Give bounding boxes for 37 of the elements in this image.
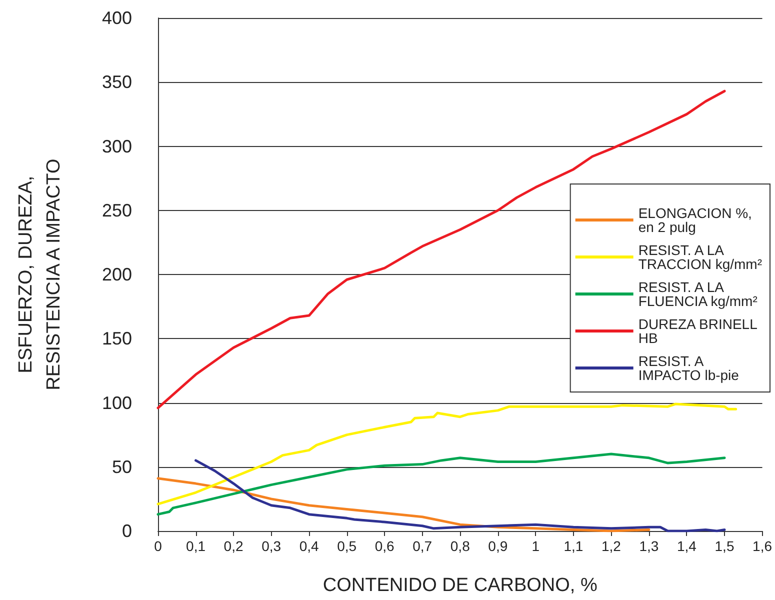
line-series: [156, 402, 738, 506]
legend-label: RESIST. A LA TRACCION kg/mm²: [638, 242, 762, 272]
y-tick-label: 100: [102, 392, 132, 413]
line-series: [194, 459, 726, 532]
x-tick-label: 1,2: [601, 538, 622, 554]
y-tick-label: 200: [102, 264, 132, 284]
x-tick-label: 1,1: [564, 538, 584, 554]
y-tick-label: 400: [102, 8, 132, 28]
x-tick-label: 1,6: [752, 538, 772, 554]
x-tick-label: 1,4: [677, 538, 697, 554]
line-series: [156, 477, 650, 532]
y-tick-label: 350: [102, 72, 132, 92]
x-tick-label: 0,7: [412, 538, 432, 554]
legend-label: ELONGACION %, en 2 pulg: [638, 205, 752, 235]
legend-label: RESIST. A LA FLUENCIA kg/mm²: [638, 279, 758, 309]
x-tick-label: 0,1: [186, 538, 206, 554]
x-tick-label: 0,6: [374, 538, 395, 554]
x-tick-label: 0,8: [450, 538, 470, 554]
legend-label: RESIST. A IMPACTO lb-pie: [638, 353, 740, 383]
x-tick-label: 0,4: [299, 538, 320, 554]
y-tick-label: 250: [102, 200, 132, 220]
x-tick-label: 0,9: [488, 538, 508, 554]
x-tick-label: 0,2: [224, 538, 244, 554]
y-tick-label: 300: [102, 136, 132, 156]
y-tick-label: 150: [102, 328, 132, 349]
legend-label: DUREZA BRINELL HB: [638, 316, 758, 346]
x-tick-label: 1,5: [714, 538, 734, 554]
y-tick-label: 0: [122, 521, 132, 541]
x-tick-label: 1: [532, 538, 540, 554]
x-tick-label: 0: [154, 538, 162, 554]
y-tick-label: 50: [112, 456, 132, 477]
y-axis-title: ESFUERZO, DUREZA, RESISTENCIA A IMPACTO: [16, 158, 64, 390]
x-tick-label: 1,3: [639, 538, 659, 554]
x-tick-label: 0,5: [337, 538, 357, 554]
x-axis-title: CONTENIDO DE CARBONO, %: [322, 575, 598, 596]
x-tick-label: 0,3: [262, 538, 282, 554]
line-series: [156, 452, 726, 516]
